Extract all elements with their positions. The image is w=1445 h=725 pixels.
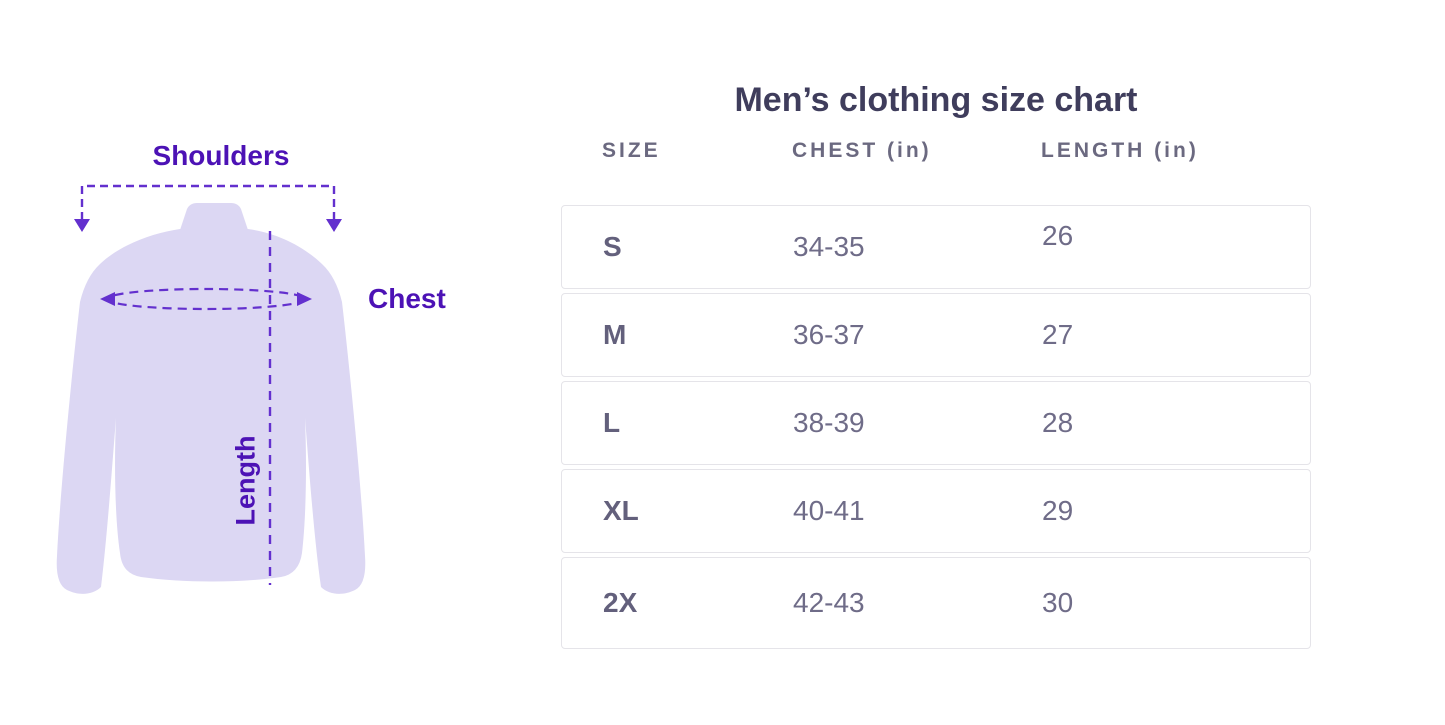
chest-value: 34-35 (793, 231, 865, 262)
chest-value: 36-37 (793, 319, 865, 350)
size-value: XL (603, 495, 639, 526)
shirt-measurement-diagram (56, 184, 366, 594)
table-row: S 34-35 26 (561, 205, 1311, 289)
length-label: Length (230, 435, 261, 526)
shoulders-measure-line (80, 184, 336, 220)
page-title: Men’s clothing size chart (734, 80, 1138, 119)
table-row: L 38-39 28 (561, 381, 1311, 465)
column-header-length: LENGTH (in) (1041, 139, 1199, 162)
shoulders-arrow-left-icon (74, 219, 90, 232)
size-value: L (603, 407, 621, 438)
shoulders-arrow-right-icon (326, 219, 342, 232)
size-value: S (603, 231, 622, 262)
chest-value: 38-39 (793, 407, 865, 438)
table-row: XL 40-41 29 (561, 469, 1311, 553)
length-value: 27 (1042, 319, 1074, 350)
column-header-size: SIZE (602, 139, 661, 162)
length-value: 28 (1042, 407, 1074, 438)
size-table: SIZE CHEST (in) LENGTH (in) S 34-35 26 M… (561, 138, 1311, 649)
column-header-chest: CHEST (in) (792, 139, 932, 162)
table-row: M 36-37 27 (561, 293, 1311, 377)
shirt-collar (180, 203, 248, 230)
chest-label: Chest (368, 283, 446, 314)
length-value: 30 (1042, 587, 1074, 618)
chest-arrow-left-icon (100, 292, 115, 306)
shirt-body (56, 229, 366, 594)
chest-arrow-right-icon (297, 292, 312, 306)
size-value: 2X (603, 587, 638, 618)
length-value: 26 (1042, 220, 1074, 251)
length-value: 29 (1042, 495, 1074, 526)
table-body: S 34-35 26 M 36-37 27 L 38-39 28 XL 40-4… (561, 205, 1311, 649)
shoulders-label: Shoulders (152, 140, 290, 171)
table-row: 2X 42-43 30 (561, 557, 1311, 649)
size-value: M (603, 319, 627, 350)
table-header-row: SIZE CHEST (in) LENGTH (in) (561, 138, 1311, 164)
chest-value: 40-41 (793, 495, 865, 526)
chest-value: 42-43 (793, 587, 865, 618)
